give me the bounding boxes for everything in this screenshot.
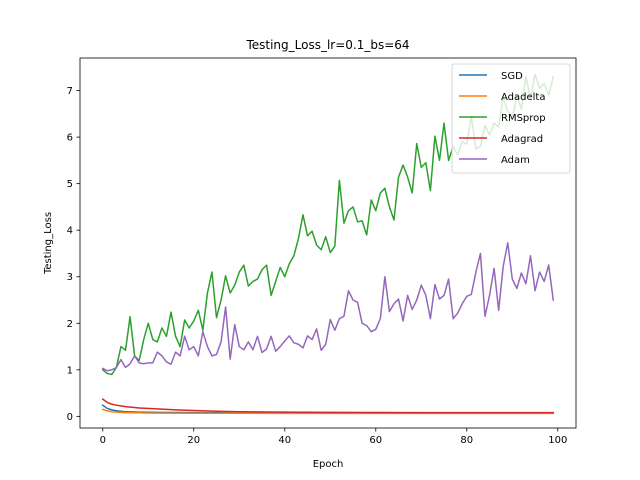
series-line-adadelta xyxy=(101,408,554,415)
x-tick-label: 40 xyxy=(278,435,291,446)
y-axis-label: Testing_Loss xyxy=(43,212,54,275)
series-line-adam xyxy=(101,242,555,372)
plot-frame xyxy=(79,57,577,429)
series-line-adagrad xyxy=(101,398,554,414)
y-tick-label: 2 xyxy=(67,319,73,330)
y-tick-label: 4 xyxy=(67,226,73,237)
x-tick-label: 100 xyxy=(548,435,567,446)
y-tick-label: 3 xyxy=(67,272,73,283)
y-tick-label: 0 xyxy=(67,412,73,423)
legend-label-rmsprop: RMSprop xyxy=(501,113,546,124)
x-tick-label: 60 xyxy=(369,435,382,446)
x-tick-label: 20 xyxy=(187,435,200,446)
y-tick-label: 7 xyxy=(67,86,73,97)
y-tick-label: 1 xyxy=(67,365,73,376)
x-tick-label: 0 xyxy=(100,435,106,446)
legend-label-adam: Adam xyxy=(501,155,530,166)
legend-label-adagrad: Adagrad xyxy=(501,134,543,145)
chart-title: Testing_Loss_lr=0.1_bs=64 xyxy=(245,38,409,52)
y-tick-label: 5 xyxy=(67,179,73,190)
legend-box xyxy=(451,63,571,174)
x-axis-label: Epoch xyxy=(313,459,344,470)
y-tick-label: 6 xyxy=(67,133,73,144)
legend-label-adadelta: Adadelta xyxy=(501,92,545,103)
legend: SGD Adadelta RMSprop Adagrad Adam xyxy=(451,63,571,174)
x-tick-label: 80 xyxy=(460,435,473,446)
axes-layer: 0 20 40 60 80 100 0 1 2 3 4 5 6 7 xyxy=(67,57,577,446)
legend-label-sgd: SGD xyxy=(501,71,523,82)
